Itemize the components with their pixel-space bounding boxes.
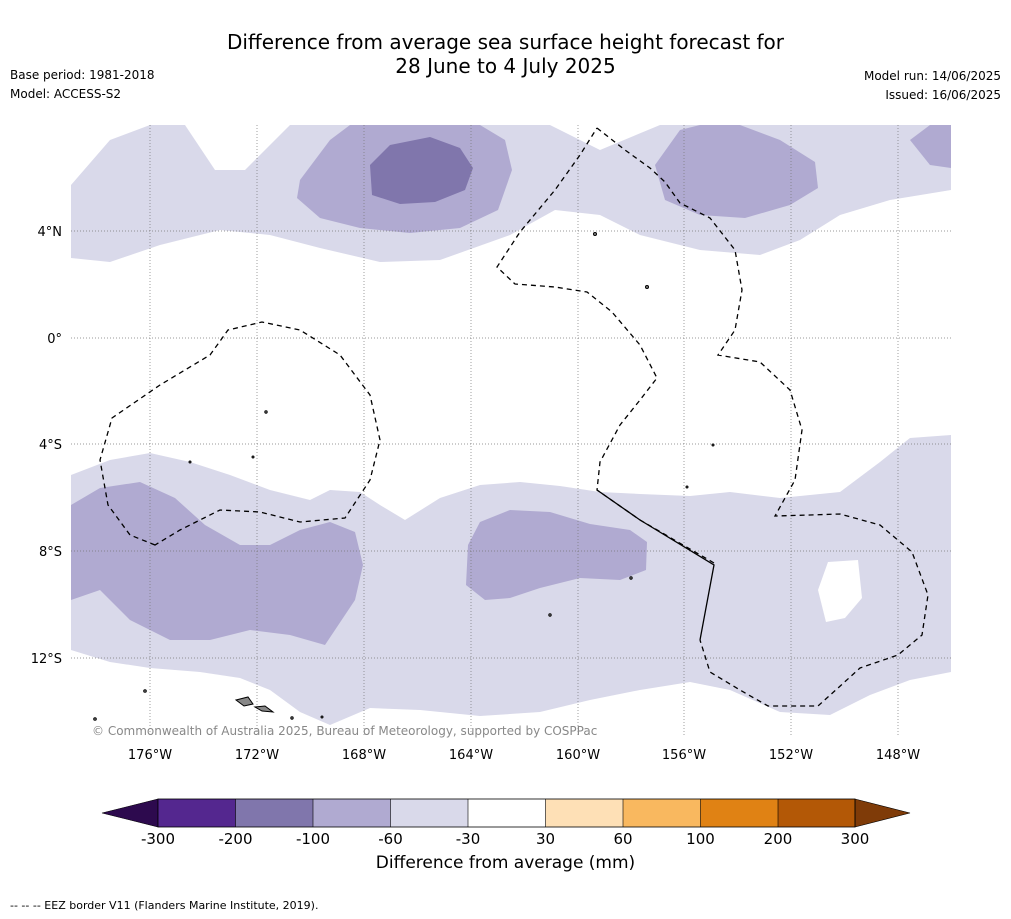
issued-date: Issued: 16/06/2025 xyxy=(885,88,1001,102)
base-period: Base period: 1981-2018 xyxy=(10,68,155,82)
eez-borders xyxy=(99,127,929,707)
latitude-labels: 4°N 0° 4°S 8°S 12°S xyxy=(31,225,62,667)
model-run: Model run: 14/06/2025 xyxy=(863,69,1001,83)
lon-label: 168°W xyxy=(342,748,386,763)
anomaly-region-south-medium-b xyxy=(466,510,647,600)
copyright-notice: © Commonwealth of Australia 2025, Bureau… xyxy=(92,724,598,738)
island-dot xyxy=(593,232,597,236)
colorbar-bin xyxy=(390,799,468,827)
lat-label: 12°S xyxy=(31,652,62,667)
colorbar-title: Difference from average (mm) xyxy=(375,853,636,873)
title-line-2: 28 June to 4 July 2025 xyxy=(395,54,616,78)
island-dot xyxy=(93,717,97,721)
island-samoa-b xyxy=(253,705,275,713)
island-dot xyxy=(264,410,268,414)
island-dot xyxy=(290,716,294,720)
island-dot xyxy=(188,460,192,464)
colorbar-tick: 300 xyxy=(841,830,870,848)
lon-label: 156°W xyxy=(662,748,706,763)
colorbar-bin xyxy=(235,799,313,827)
island-dot xyxy=(711,443,715,447)
lat-label: 4°S xyxy=(39,438,62,453)
islands xyxy=(93,232,715,721)
title-line-1: Difference from average sea surface heig… xyxy=(226,30,785,54)
lat-label: 4°N xyxy=(38,225,63,240)
map-plot-area: 4°N 0° 4°S 8°S 12°S 176°W 172°W 168°W 16… xyxy=(31,125,951,763)
longitude-labels: 176°W 172°W 168°W 164°W 160°W 156°W 152°… xyxy=(128,748,920,763)
anomaly-region-north-dark xyxy=(370,137,473,204)
lon-label: 176°W xyxy=(128,748,172,763)
model-name: Model: ACCESS-S2 xyxy=(10,87,122,101)
colorbar-bin xyxy=(700,799,778,827)
colorbar-tick: 100 xyxy=(686,830,715,848)
colorbar-extend-min xyxy=(101,798,159,828)
metadata-left: Base period: 1981-2018 Model: ACCESS-S2 xyxy=(10,66,155,104)
island-dot xyxy=(629,576,633,580)
graticule xyxy=(71,125,951,737)
lon-label: 172°W xyxy=(235,748,279,763)
colorbar-bin xyxy=(778,799,855,827)
colorbar-tick: -30 xyxy=(456,830,481,848)
anomaly-region-north-medium-b xyxy=(655,125,818,218)
eez-border-kiribati-line xyxy=(496,127,929,707)
island-dot xyxy=(143,689,147,693)
colorbar-tick: -300 xyxy=(141,830,175,848)
colorbar-tick: -60 xyxy=(378,830,403,848)
lat-label: 0° xyxy=(47,332,62,347)
island-dot xyxy=(548,613,552,617)
colorbar-bin xyxy=(313,799,391,827)
colorbar-tick: -200 xyxy=(218,830,252,848)
colorbar-tick-labels: -300 -200 -100 -60 -30 30 60 100 200 300 xyxy=(141,830,869,848)
eez-border-tokelau xyxy=(99,321,381,546)
colorbar-bin xyxy=(468,799,546,827)
island-samoa-a xyxy=(234,696,254,707)
anomaly-region-south-medium-a xyxy=(71,482,363,645)
colorbar-extend-max xyxy=(854,798,911,828)
colorbar-bin xyxy=(158,799,236,827)
eez-border-solid-segment xyxy=(596,489,715,641)
anomaly-region-neutral-pocket xyxy=(818,560,862,622)
lat-label: 8°S xyxy=(39,545,62,560)
colorbar-bin xyxy=(545,799,623,827)
lon-label: 160°W xyxy=(556,748,600,763)
island-dot xyxy=(685,485,689,489)
map-title: Difference from average sea surface heig… xyxy=(0,30,1011,78)
island-dot xyxy=(251,455,255,459)
colorbar-bin xyxy=(623,799,701,827)
anomaly-region-north-medium-c xyxy=(910,125,951,168)
colorbar-tick: 200 xyxy=(764,830,793,848)
lon-label: 148°W xyxy=(876,748,920,763)
island-dot xyxy=(645,285,649,289)
eez-footnote: -- -- -- EEZ border V11 (Flanders Marine… xyxy=(10,899,319,912)
colorbar-tick: 30 xyxy=(536,830,555,848)
colorbar: -300 -200 -100 -60 -30 30 60 100 200 300 xyxy=(101,798,911,848)
island-dot xyxy=(320,715,324,719)
metadata-right: Model run: 14/06/2025 Issued: 16/06/2025 xyxy=(864,67,1001,105)
colorbar-tick: -100 xyxy=(296,830,330,848)
lon-label: 152°W xyxy=(769,748,813,763)
lon-label: 164°W xyxy=(449,748,493,763)
colorbar-tick: 60 xyxy=(613,830,632,848)
